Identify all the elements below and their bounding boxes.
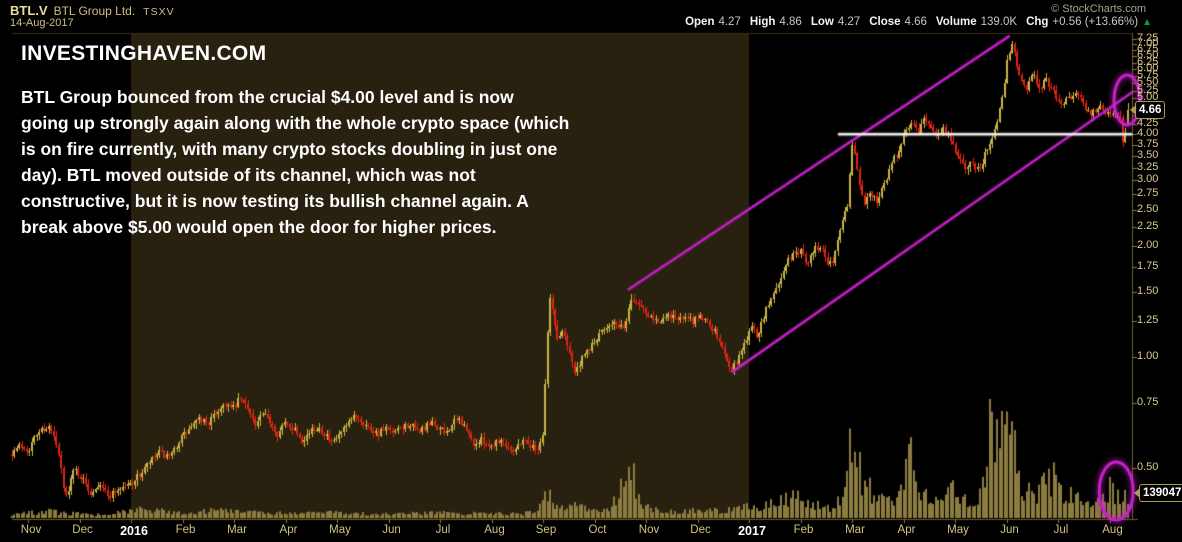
price-tick-label: 5.75: [1137, 68, 1159, 81]
date-tick-label: Mar: [845, 524, 865, 536]
last-price-tag: 4.66: [1129, 100, 1166, 119]
annotation-line: constructive, but it is now testing its …: [21, 191, 529, 211]
date-tick-label: Jul: [1053, 524, 1069, 536]
date-tick-label: May: [329, 524, 351, 536]
date-tick-label: Feb: [793, 524, 814, 536]
quote-value: 139.0K: [980, 16, 1018, 28]
date-tick-label: May: [947, 524, 969, 536]
price-tick-label: 2.00: [1137, 238, 1159, 251]
quote-value: 4.86: [779, 16, 802, 28]
price-tick-label: 3.75: [1137, 137, 1159, 150]
annotation-line: is on fire currently, with many crypto s…: [21, 139, 558, 159]
last-price-value: 4.66: [1139, 103, 1162, 116]
price-tick-label: 0.75: [1137, 396, 1159, 409]
price-tick-label: 3.50: [1137, 148, 1159, 161]
annotation-line: BTL Group bounced from the crucial $4.00…: [21, 87, 514, 107]
date-tick-label: Aug: [1102, 524, 1123, 536]
price-tick-label: 5.25: [1137, 83, 1159, 96]
quote-label: Low: [810, 16, 834, 28]
header-row: BTL.V BTL Group Ltd. TSXV: [10, 2, 175, 20]
price-tick-label: 5.00: [1137, 91, 1159, 104]
price-tick-label: 2.25: [1137, 219, 1159, 232]
last-volume-value: 139047: [1143, 486, 1182, 499]
quote-values: Open 4.27 High 4.86 Low 4.27 Close 4.66 Volume 13…: [685, 16, 1138, 28]
year-tick-label: 2017: [738, 524, 766, 538]
price-tick-label: 7.00: [1137, 37, 1159, 50]
overlay-heading: INVESTINGHAVEN.COM: [21, 42, 267, 65]
price-tick-label: 6.75: [1137, 43, 1159, 56]
price-tick-label: 1.25: [1137, 314, 1159, 327]
date-tick-label: Jul: [435, 524, 451, 536]
date-tick-label: Dec: [690, 524, 711, 536]
chart-date: 14-Aug-2017: [10, 17, 74, 29]
exchange-label: TSXV: [143, 6, 175, 18]
price-tick-label: 4.00: [1137, 127, 1159, 140]
price-tick-label: 2.75: [1137, 187, 1159, 200]
price-tick-label: 3.00: [1137, 173, 1159, 186]
price-tick-label: 6.00: [1137, 62, 1159, 75]
ticker-symbol: BTL.V: [10, 3, 48, 18]
quote-label: Volume: [935, 16, 977, 28]
price-tick-label: 7.25: [1137, 31, 1159, 44]
date-tick-label: Nov: [20, 524, 42, 536]
price-tick-label: 4.25: [1137, 117, 1159, 130]
annotation-line: going up strongly again along with the w…: [21, 113, 570, 133]
date-tick-label: Jun: [1000, 524, 1019, 536]
price-tick-label: 6.50: [1137, 49, 1159, 62]
last-volume-tag: 139047: [1133, 483, 1182, 502]
quote-label: High: [749, 16, 776, 28]
quote-value: +0.56 (+13.66%): [1052, 16, 1139, 28]
date-tick-label: Jun: [382, 524, 401, 536]
price-tick-label: 6.25: [1137, 55, 1159, 68]
price-tick-label: 1.50: [1137, 284, 1159, 297]
price-tick-label: 5.50: [1137, 76, 1159, 89]
quote-label: Chg: [1026, 16, 1049, 28]
date-tick-label: Nov: [638, 524, 660, 536]
date-tick-label: Sep: [535, 524, 557, 536]
overlay-paragraph: BTL Group bounced from the crucial $4.00…: [21, 84, 569, 240]
quote-bar: Open 4.27 High 4.86 Low 4.27 Close 4.66 Volume 13…: [685, 16, 1152, 28]
company-name: BTL Group Ltd.: [53, 4, 136, 18]
price-tick-label: 1.75: [1137, 260, 1159, 273]
annotation-line: day). BTL moved outside of its channel, …: [21, 165, 476, 185]
quote-label: Close: [869, 16, 901, 28]
date-tick-label: Apr: [279, 524, 298, 536]
quote-value: 4.27: [718, 16, 741, 28]
date-tick-label: Oct: [588, 524, 607, 536]
annotation-line: break above $5.00 would open the door fo…: [21, 217, 497, 237]
price-tick-label: 2.50: [1137, 202, 1159, 215]
date-tick-label: Dec: [72, 524, 93, 536]
quote-value: 4.27: [837, 16, 861, 28]
date-tick-label: Mar: [227, 524, 247, 536]
change-up-icon: ▲: [1142, 17, 1152, 28]
copyright-label: © StockCharts.com: [1051, 3, 1146, 15]
quote-value: 4.66: [904, 16, 927, 28]
year-tick-label: 2016: [120, 524, 148, 538]
date-tick-label: Apr: [897, 524, 916, 536]
price-tick-label: 3.25: [1137, 160, 1159, 173]
date-tick-label: Aug: [484, 524, 505, 536]
quote-label: Open: [685, 16, 715, 28]
price-tick-label: 1.00: [1137, 350, 1159, 362]
date-tick-label: Feb: [175, 524, 196, 536]
price-tick-label: 0.50: [1137, 461, 1159, 474]
